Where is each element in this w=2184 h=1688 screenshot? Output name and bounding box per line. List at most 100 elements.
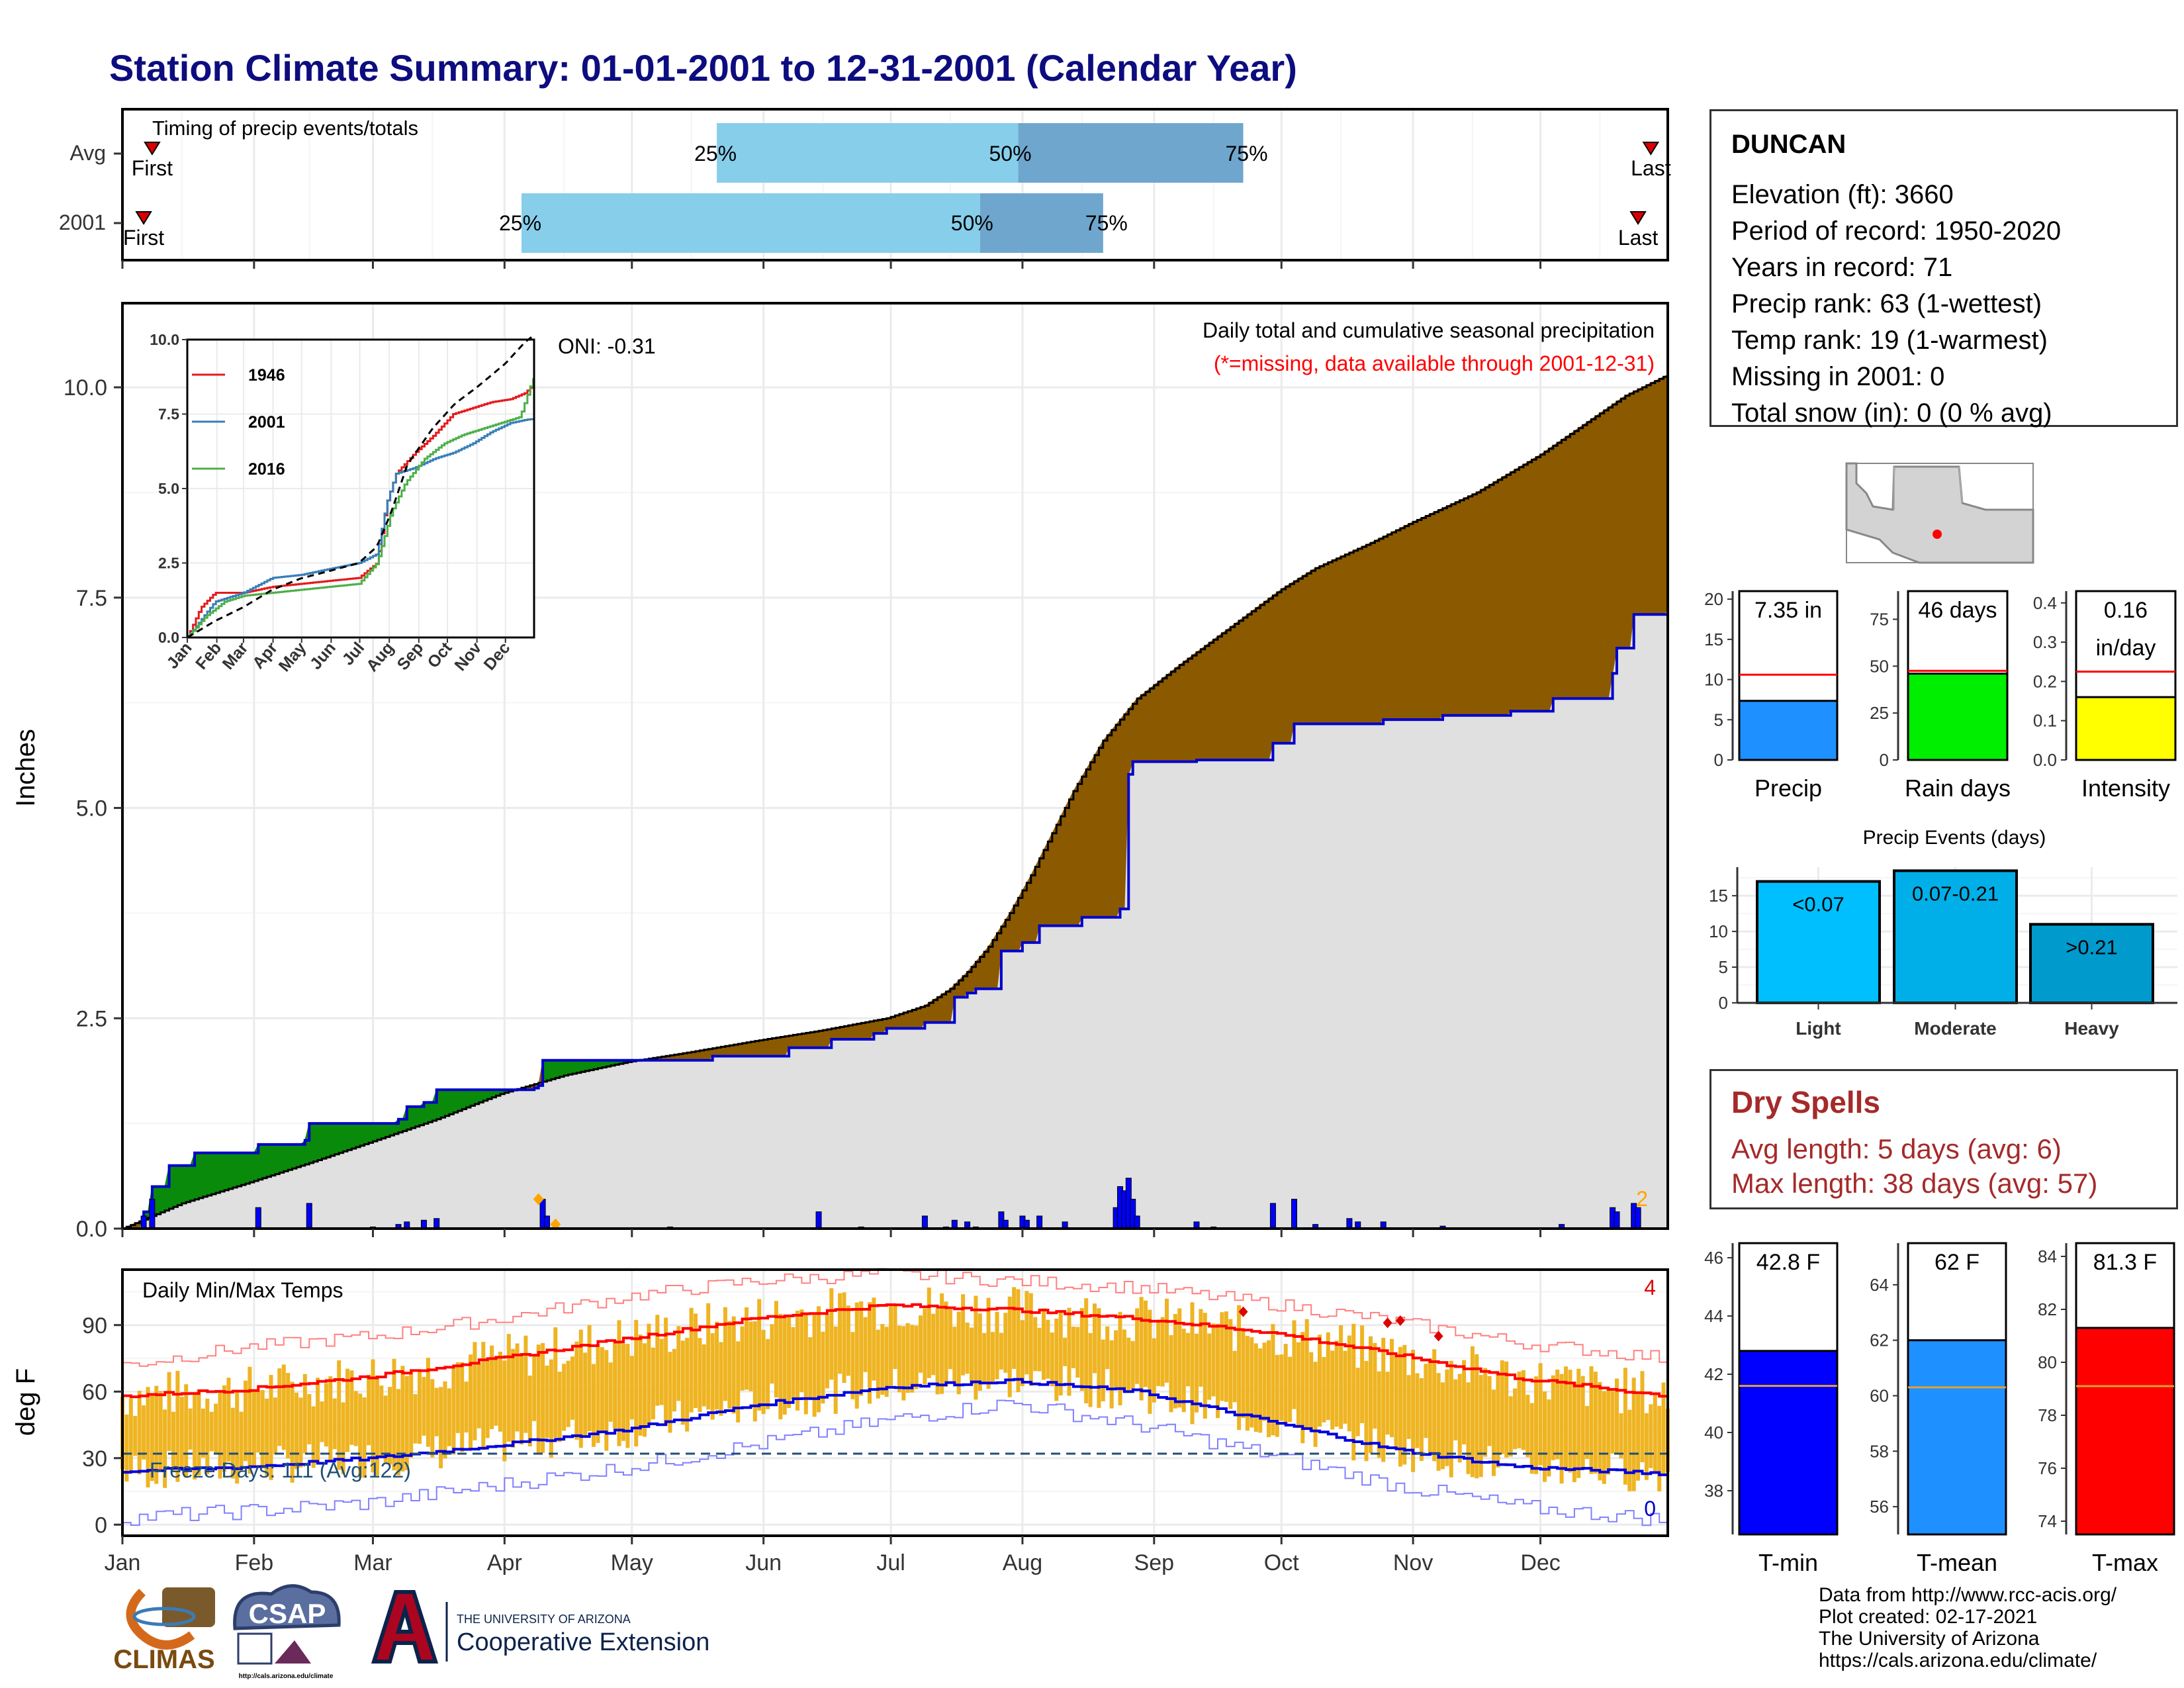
daily-precip-bar — [1614, 1211, 1620, 1229]
month-label: Jul — [876, 1550, 905, 1575]
daily-precip-bar — [149, 1199, 156, 1229]
inset-chart: 0.02.55.07.510.0JanFebMarAprMayJunJulAug… — [150, 331, 535, 675]
month-label: Mar — [353, 1550, 392, 1575]
y-tick-label: 5.0 — [76, 796, 107, 821]
daily-precip-bar — [543, 1215, 550, 1229]
tmean-summary: 56 58 60 62 64 62 F T-mean — [1870, 1242, 2007, 1576]
event-label: Heavy — [2064, 1018, 2119, 1039]
tick-label: 38 — [1704, 1481, 1723, 1501]
timing-bar-25-50 — [521, 193, 980, 253]
credits-line: https://cals.arizona.edu/climate/ — [1819, 1650, 2097, 1671]
raindays-summary-label: Rain days — [1905, 774, 2011, 802]
tick-label: 50 — [1870, 656, 1889, 676]
station-missing: Missing in 2001: 0 — [1731, 362, 1945, 391]
month-label: Sep — [1134, 1550, 1175, 1575]
events-title: Precip Events (days) — [1863, 827, 2046, 849]
station-temp-rank: Temp rank: 19 (1-warmest) — [1731, 326, 2048, 355]
precip-summary-bar — [1738, 700, 1839, 761]
tick-label: 0.1 — [2033, 711, 2057, 731]
observed-cumulative-line — [122, 610, 1669, 1230]
timing-bar-50-75 — [1018, 123, 1244, 183]
daily-precip-bar — [1269, 1203, 1276, 1229]
climas-logo-text: CLIMAS — [113, 1645, 214, 1674]
tick-label: 0 — [1719, 993, 1728, 1013]
record-high-marker — [1238, 1306, 1248, 1317]
raindays-summary-bar — [1907, 673, 2009, 761]
y-tick-label: 30 — [82, 1446, 107, 1472]
tmin-summary-label: T-min — [1758, 1549, 1818, 1576]
tick-label: 82 — [2038, 1299, 2057, 1319]
station-total-snow: Total snow (in): 0 (0 % avg) — [1731, 399, 2052, 428]
tick-label: 5 — [1719, 957, 1728, 977]
tick-label: 80 — [2038, 1352, 2057, 1372]
tmean-summary-label: T-mean — [1917, 1549, 1997, 1576]
tmax-summary-bar — [2075, 1327, 2175, 1536]
ua-logo-line1: THE UNIVERSITY OF ARIZONA — [457, 1613, 631, 1626]
page-title: Station Climate Summary: 01-01-2001 to 1… — [109, 47, 1297, 89]
timing-bar-50-75 — [979, 193, 1103, 253]
credits-line: The University of Arizona — [1819, 1628, 2040, 1650]
station-name: DUNCAN — [1731, 130, 1846, 159]
timing-row-2001-label: 2001 — [59, 211, 106, 234]
record-high-marker — [1433, 1331, 1443, 1342]
intensity-summary: 0.0 0.1 0.2 0.3 0.4 0.16 in/day Intensity — [2033, 590, 2177, 802]
daily-precip-bar — [255, 1207, 261, 1229]
station-years: Years in record: 71 — [1731, 253, 1953, 282]
last-label: Last — [1631, 156, 1671, 180]
first-label: First — [123, 226, 164, 250]
arizona-map — [1845, 462, 2034, 564]
tmax-summary: 74 76 78 80 82 84 81.3 F T-max — [2038, 1242, 2175, 1576]
inset-y-tick-label: 2.5 — [158, 555, 179, 572]
first-marker — [135, 211, 152, 225]
dry-spells-max: Max length: 38 days (avg: 57) — [1731, 1168, 2098, 1199]
legend-label: 2001 — [248, 413, 285, 432]
temp-panel: 0 30 60 90 Jan Feb Mar Apr May Jun Jul Aug Sep Oct No… — [11, 1268, 1670, 1575]
tick-label: 0.0 — [2033, 750, 2057, 770]
daily-precip-bar — [140, 1215, 147, 1229]
event-bar-text: 0.07-0.21 — [1912, 882, 1999, 905]
month-label: Oct — [1264, 1550, 1299, 1575]
temp-count-bottom: 0 — [1644, 1497, 1656, 1521]
tick-label: 0 — [1714, 750, 1723, 770]
tmin-summary: 38 40 42 44 46 42.8 F T-min — [1704, 1242, 1839, 1576]
avg-min-line — [122, 1378, 1669, 1476]
temp-summary-bars: 38 40 42 44 46 42.8 F T-min 56 58 60 62 64 62 F T-mea… — [1704, 1242, 2175, 1576]
temp-ylabel: deg F — [11, 1368, 40, 1436]
inset-y-tick-label: 0.0 — [158, 629, 179, 646]
tick-label: 46 — [1704, 1248, 1723, 1268]
station-location-marker — [1933, 530, 1942, 539]
tick-label: 58 — [1870, 1441, 1889, 1461]
tick-label: 15 — [1704, 630, 1723, 649]
timing-p75-label: 75% — [1085, 211, 1128, 235]
tick-label: 20 — [1704, 589, 1723, 609]
credits-line: Data from http://www.rcc-acis.org/ — [1819, 1584, 2117, 1606]
daily-precip-bar — [921, 1215, 928, 1229]
inset-series-1946 — [187, 385, 535, 639]
csap-logo: CSAP http://cals.arizona.edu/climate — [233, 1584, 341, 1680]
month-label: Apr — [487, 1550, 522, 1575]
timing-p75-label: 75% — [1225, 142, 1267, 165]
tick-label: 64 — [1870, 1275, 1889, 1295]
y-tick-label: 7.5 — [76, 586, 107, 611]
daily-temp-bars — [120, 1287, 1670, 1491]
tick-label: 56 — [1870, 1497, 1889, 1517]
tick-label: 15 — [1709, 886, 1728, 906]
csap-logo-text: CSAP — [249, 1598, 326, 1629]
summary-bars: 0 5 10 15 20 7.35 in Precip 0 25 50 75 46 days Rain … — [1704, 589, 2177, 802]
daily-precip-bar — [1134, 1215, 1140, 1229]
avg-max-line — [122, 1303, 1669, 1399]
tick-label: 84 — [2038, 1246, 2057, 1266]
y-tick-label: 10.0 — [64, 375, 107, 400]
raindays-summary: 0 25 50 75 46 days Rain days — [1870, 590, 2011, 802]
event-bar-text: <0.07 — [1792, 893, 1844, 916]
inset-y-tick-label: 10.0 — [150, 331, 179, 348]
record-high-marker — [1395, 1315, 1405, 1327]
tmean-summary-bar — [1907, 1339, 2007, 1536]
month-label: Jun — [745, 1550, 782, 1575]
precip-corner-count: 2 — [1636, 1187, 1648, 1211]
inset-series-2016 — [187, 378, 535, 639]
oni-label: ONI: -0.31 — [558, 334, 656, 358]
dry-spells-avg: Avg length: 5 days (avg: 6) — [1731, 1133, 2062, 1164]
tick-label: 0.2 — [2033, 671, 2057, 691]
